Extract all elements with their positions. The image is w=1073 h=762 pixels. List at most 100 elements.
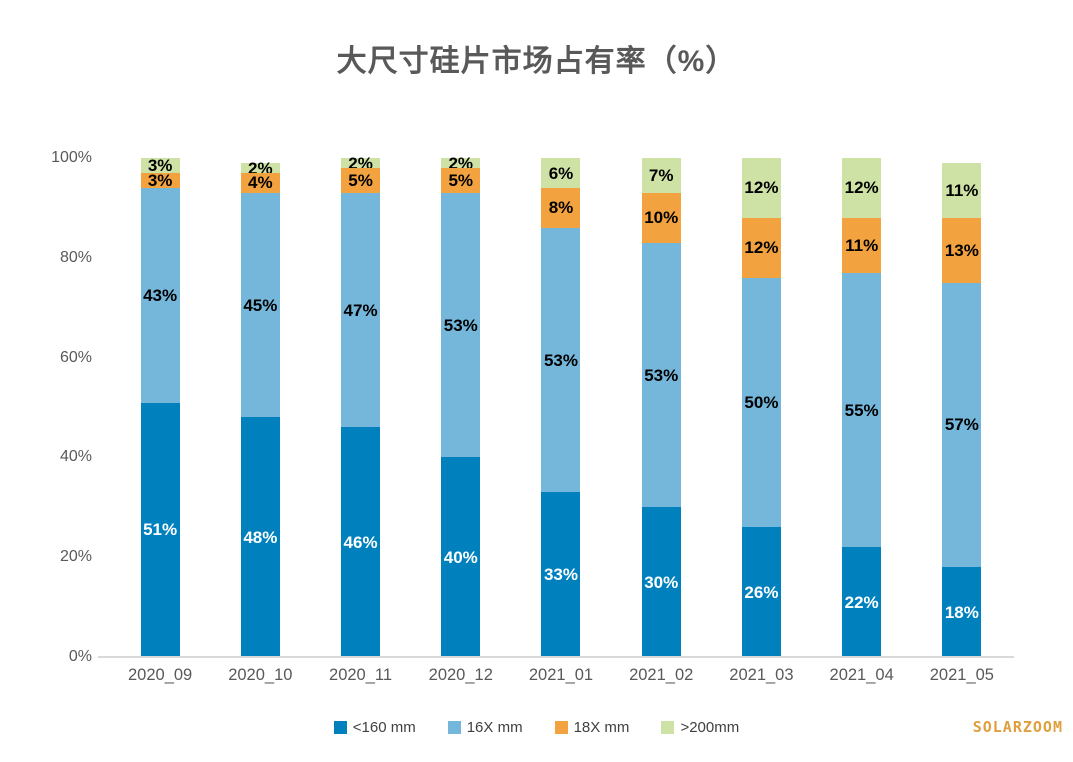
bar-segment: 10%	[641, 192, 681, 243]
stacked-bar: 40% 53% 5% 2%	[441, 155, 481, 657]
legend-swatch	[447, 721, 461, 734]
bar-value-label: 8%	[548, 198, 574, 218]
bar-value-label: 46%	[343, 532, 378, 552]
bar-value-label: 43%	[143, 285, 178, 305]
bar-segment: 45%	[240, 192, 280, 418]
x-axis-line	[98, 656, 1014, 658]
bar-segment: 55%	[842, 272, 882, 548]
bar-segment: 43%	[140, 187, 180, 403]
bar-column: 26% 50% 12% 12%	[711, 158, 811, 657]
x-tick-label: 2021_05	[929, 666, 994, 684]
legend-item: 18X mm	[554, 719, 630, 736]
bar-segment: 53%	[641, 242, 681, 508]
y-tick-label: 60%	[59, 348, 92, 366]
bar-segment: 30%	[641, 507, 681, 657]
bars: 51% 43% 3% 3% 48% 45% 4% 2% 46% 47% 5% 2% 40% 53% 5% 2%…	[110, 153, 1012, 657]
bar-segment: 3%	[140, 157, 180, 174]
bar-value-label: 45%	[243, 295, 278, 315]
legend-label: <160 mm	[352, 719, 416, 736]
bar-value-label: 26%	[744, 582, 779, 602]
y-axis: 0% 20% 40% 60% 80% 100%	[28, 149, 92, 665]
watermark-logo: SOLARZOOM	[972, 718, 1063, 736]
y-tick-label: 80%	[59, 248, 92, 266]
bar-segment: 12%	[741, 158, 781, 218]
bar-segment: 4%	[240, 172, 280, 193]
bar-segment: 47%	[341, 192, 381, 428]
bar-value-label: 10%	[644, 208, 679, 228]
bar-value-label: 11%	[945, 180, 979, 200]
bar-column: 33% 53% 8% 6%	[511, 158, 611, 657]
bar-value-label: 13%	[944, 240, 979, 260]
bar-segment: 33%	[541, 492, 581, 657]
x-tick-label: 2020_12	[428, 666, 493, 684]
bar-segment: 50%	[741, 277, 781, 528]
bar-value-label: 33%	[543, 565, 578, 585]
bar-value-label: 53%	[443, 315, 478, 335]
x-tick-label: 2021_02	[629, 666, 694, 684]
bar-value-label: 3%	[147, 170, 173, 190]
bar-segment: 53%	[541, 227, 581, 493]
bar-value-label: 50%	[744, 393, 779, 413]
legend-swatch	[333, 721, 347, 734]
legend-item: 16X mm	[447, 719, 523, 736]
bar-segment: 40%	[441, 457, 481, 657]
bar-value-label: 12%	[844, 178, 879, 198]
bar-value-label: 30%	[644, 572, 679, 592]
bar-segment: 57%	[942, 282, 982, 568]
bar-segment: 7%	[641, 158, 681, 193]
bar-value-label: 7%	[648, 165, 674, 185]
stacked-bar: 22% 55% 11% 12%	[842, 158, 882, 657]
bar-segment: 12%	[741, 217, 781, 278]
bar-segment: 8%	[541, 187, 581, 228]
x-axis: 2020_09 2020_10 2020_11 2020_12 2021_01 2021_…	[110, 666, 1012, 685]
bar-segment: 5%	[441, 168, 481, 193]
bar-segment: 22%	[842, 547, 882, 657]
bar-value-label: 2%	[348, 153, 373, 173]
bar-segment: 2%	[441, 155, 481, 172]
bar-value-label: 48%	[243, 527, 278, 547]
bar-segment: 3%	[140, 170, 180, 190]
legend: <160 mm 16X mm 18X mm >200mm	[0, 719, 1073, 736]
bar-segment: 18%	[942, 567, 982, 657]
stacked-bar: 48% 45% 4% 2%	[240, 158, 280, 657]
bar-column: 46% 47% 5% 2%	[310, 153, 410, 657]
bar-column: 40% 53% 5% 2%	[411, 155, 511, 657]
bar-value-label: 4%	[248, 173, 273, 193]
bar-column: 30% 53% 10% 7%	[611, 158, 711, 657]
bar-value-label: 55%	[844, 400, 879, 420]
bar-value-label: 51%	[143, 520, 178, 540]
bar-column: 48% 45% 4% 2%	[210, 158, 310, 657]
bar-segment: 6%	[541, 158, 581, 188]
x-tick-label: 2020_11	[329, 666, 393, 684]
stacked-bar: 30% 53% 10% 7%	[641, 158, 681, 657]
bar-segment: 51%	[140, 402, 180, 657]
bar-segment: 11%	[942, 163, 982, 218]
legend-item: >200mm	[661, 719, 739, 736]
bar-value-label: 47%	[343, 300, 378, 320]
bar-value-label: 40%	[443, 547, 478, 567]
x-tick-label: 2021_04	[829, 666, 894, 684]
bar-value-label: 5%	[348, 170, 373, 190]
bar-value-label: 12%	[744, 178, 779, 198]
bar-segment: 13%	[942, 217, 982, 283]
y-tick-label: 100%	[51, 149, 92, 166]
bar-value-label: 57%	[944, 415, 979, 435]
legend-swatch	[661, 721, 675, 734]
bar-column: 22% 55% 11% 12%	[812, 158, 912, 657]
y-tick-label: 0%	[68, 648, 92, 665]
bar-value-label: 11%	[845, 235, 879, 255]
bar-value-label: 6%	[548, 163, 574, 183]
x-tick-label: 2020_09	[127, 666, 193, 684]
x-tick-label: 2021_01	[528, 666, 594, 684]
bar-segment: 5%	[341, 168, 381, 193]
bar-segment: 2%	[240, 160, 280, 177]
bar-segment: 48%	[240, 417, 280, 657]
legend-label: 16X mm	[466, 719, 523, 736]
legend-label: >200mm	[680, 719, 740, 736]
legend-label: 18X mm	[573, 719, 630, 736]
stacked-bar: 46% 47% 5% 2%	[341, 153, 381, 657]
bar-value-label: 2%	[448, 153, 474, 173]
y-tick-label: 40%	[59, 448, 92, 466]
bar-value-label: 18%	[944, 602, 979, 622]
